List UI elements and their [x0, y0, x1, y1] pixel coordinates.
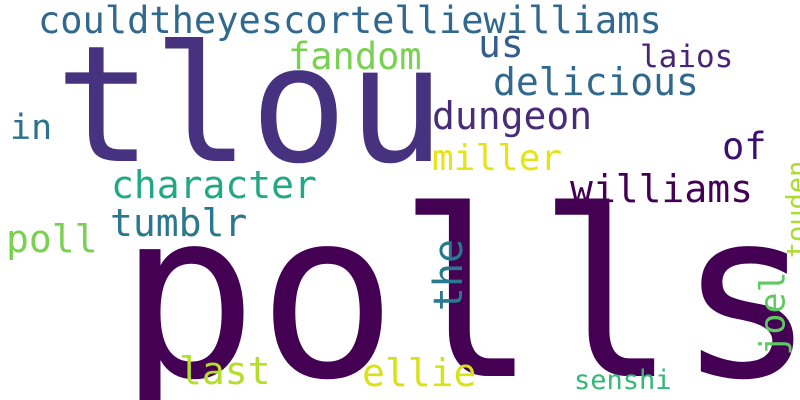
word-polls: polls — [118, 161, 800, 400]
word-williams: williams — [570, 167, 754, 211]
word-tumblr: tumblr — [110, 201, 248, 245]
word-joel: joel — [753, 271, 794, 356]
word-us: us — [478, 22, 524, 66]
word-in: in — [10, 108, 53, 148]
word-last: last — [179, 349, 271, 393]
word-dungeon: dungeon — [432, 94, 593, 138]
word-touden: touden — [781, 160, 800, 259]
word-poll: poll — [6, 217, 98, 261]
word-miller: miller — [432, 138, 563, 179]
word-senshi: senshi — [574, 365, 672, 396]
word-couldtheyescortelliewilliams: couldtheyescortelliewilliams — [38, 0, 662, 42]
word-character: character — [111, 163, 317, 207]
word-fandom: fandom — [288, 35, 422, 78]
word-of: of — [722, 125, 767, 168]
word-ellie: ellie — [362, 351, 477, 395]
word-laios: laios — [640, 39, 734, 75]
word-tlou: tlou — [55, 12, 446, 200]
word-delicious: delicious — [493, 60, 699, 104]
word-the: the — [426, 238, 473, 312]
